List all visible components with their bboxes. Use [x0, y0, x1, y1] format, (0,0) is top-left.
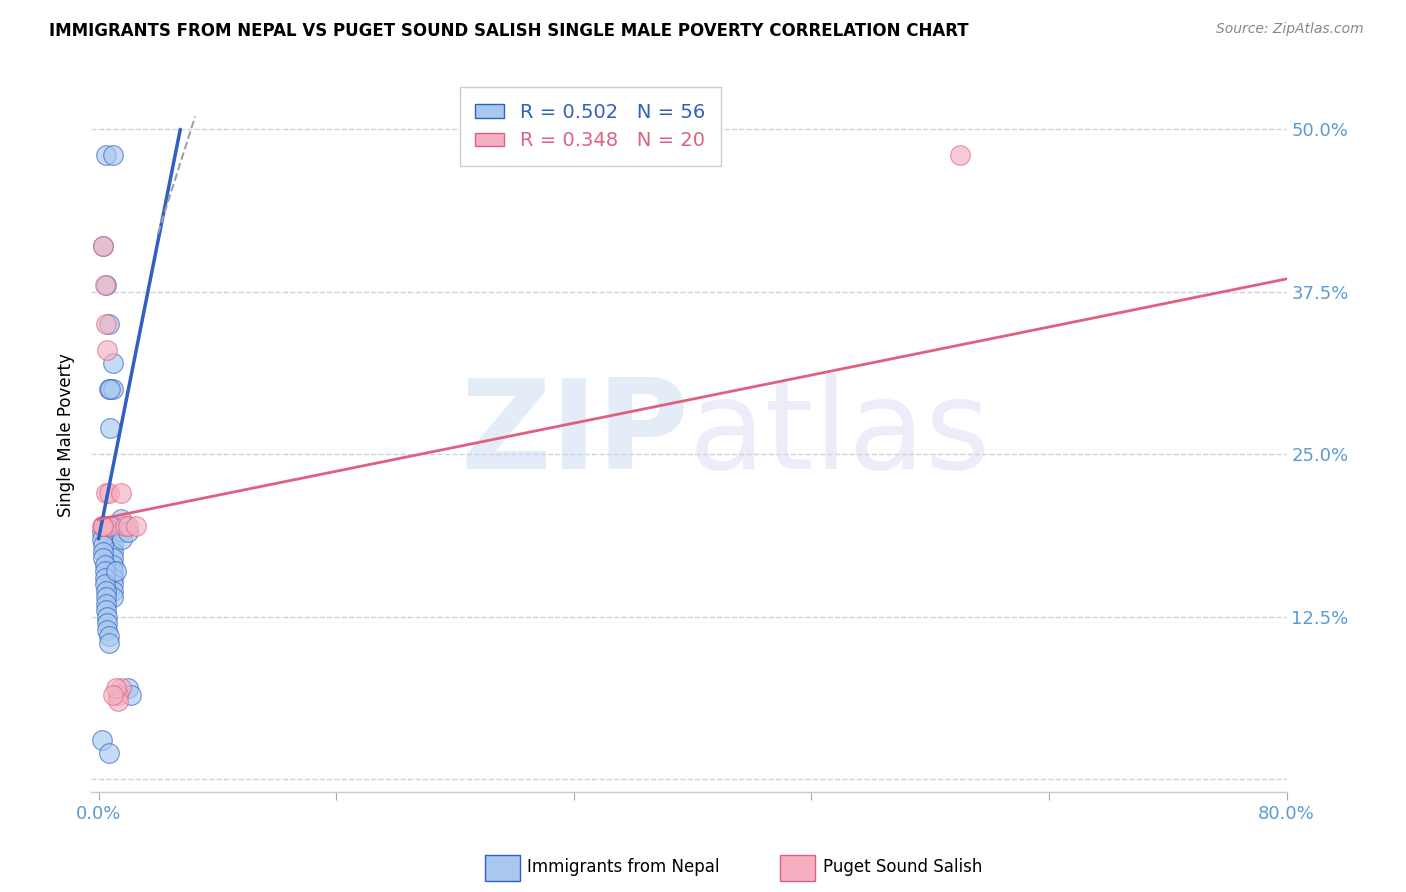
Point	[103, 565, 125, 579]
Point	[103, 551, 125, 566]
Point	[94, 278, 117, 293]
Point	[94, 597, 117, 611]
Point	[105, 565, 128, 579]
Point	[103, 148, 125, 162]
Point	[90, 733, 112, 747]
Text: ZIP: ZIP	[460, 375, 689, 495]
Point	[94, 603, 117, 617]
Point	[125, 519, 148, 533]
Point	[107, 694, 129, 708]
Point	[103, 356, 125, 370]
Point	[111, 525, 134, 540]
Point	[93, 519, 115, 533]
Point	[91, 239, 114, 253]
Point	[98, 486, 121, 500]
Point	[98, 318, 121, 332]
Point	[91, 551, 114, 566]
Point	[117, 681, 139, 696]
Point	[103, 538, 125, 552]
Point	[110, 486, 132, 500]
Point	[110, 512, 132, 526]
Text: Immigrants from Nepal: Immigrants from Nepal	[527, 858, 720, 876]
Point	[103, 545, 125, 559]
Point	[93, 571, 115, 585]
Point	[93, 278, 115, 293]
Point	[103, 383, 125, 397]
Point	[94, 486, 117, 500]
Point	[120, 688, 142, 702]
Legend: R = 0.502   N = 56, R = 0.348   N = 20: R = 0.502 N = 56, R = 0.348 N = 20	[460, 87, 721, 166]
Point	[93, 565, 115, 579]
Text: Source: ZipAtlas.com: Source: ZipAtlas.com	[1216, 22, 1364, 37]
Point	[93, 558, 115, 572]
Point	[110, 681, 132, 696]
Point	[103, 519, 125, 533]
Point	[93, 577, 115, 591]
Point	[103, 688, 125, 702]
Point	[96, 616, 118, 631]
Point	[114, 519, 136, 533]
Point	[117, 519, 139, 533]
Point	[100, 519, 122, 533]
Point	[96, 610, 118, 624]
Point	[98, 636, 121, 650]
Point	[91, 519, 114, 533]
Point	[94, 591, 117, 605]
Point	[94, 148, 117, 162]
Point	[91, 239, 114, 253]
Point	[103, 591, 125, 605]
Point	[98, 746, 121, 760]
Text: IMMIGRANTS FROM NEPAL VS PUGET SOUND SALISH SINGLE MALE POVERTY CORRELATION CHAR: IMMIGRANTS FROM NEPAL VS PUGET SOUND SAL…	[49, 22, 969, 40]
Point	[96, 623, 118, 637]
Point	[103, 583, 125, 598]
Point	[103, 558, 125, 572]
Point	[98, 519, 121, 533]
Point	[100, 519, 122, 533]
Point	[105, 681, 128, 696]
Point	[94, 318, 117, 332]
Point	[98, 629, 121, 643]
Point	[94, 519, 117, 533]
Y-axis label: Single Male Poverty: Single Male Poverty	[58, 353, 75, 516]
Point	[94, 583, 117, 598]
Point	[90, 532, 112, 546]
Point	[90, 525, 112, 540]
Point	[98, 383, 121, 397]
Text: Puget Sound Salish: Puget Sound Salish	[823, 858, 981, 876]
Point	[117, 525, 139, 540]
Point	[91, 545, 114, 559]
Point	[101, 519, 124, 533]
Point	[103, 571, 125, 585]
Point	[90, 519, 112, 533]
Point	[91, 519, 114, 533]
Point	[96, 519, 118, 533]
Point	[96, 343, 118, 358]
Point	[111, 532, 134, 546]
Point	[107, 688, 129, 702]
Point	[100, 519, 122, 533]
Point	[91, 538, 114, 552]
Point	[100, 421, 122, 435]
Point	[103, 577, 125, 591]
Text: atlas: atlas	[689, 375, 991, 495]
Point	[949, 148, 972, 162]
Point	[103, 519, 125, 533]
Point	[100, 519, 122, 533]
Point	[100, 383, 122, 397]
